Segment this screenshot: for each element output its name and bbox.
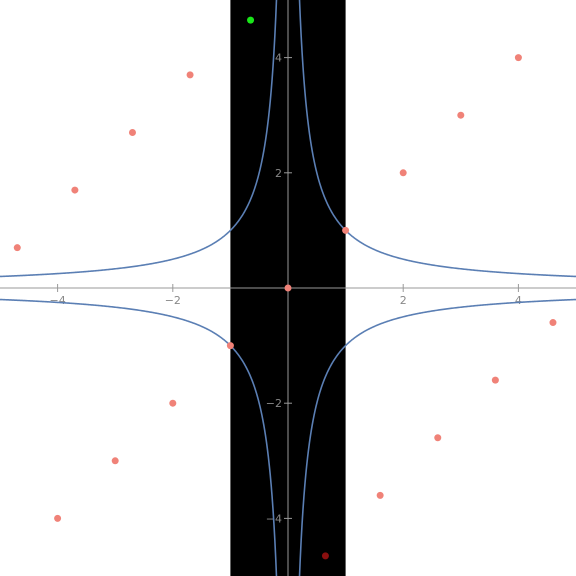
data-point: [457, 111, 465, 119]
data-point: [226, 342, 234, 350]
data-point: [284, 284, 292, 292]
curve-neg-reciprocal: [298, 298, 576, 576]
data-point: [186, 71, 194, 79]
curve-neg-reciprocal: [0, 0, 278, 278]
data-point: [514, 54, 522, 62]
data-point: [54, 514, 62, 522]
x-tick-label: −4: [49, 294, 65, 307]
data-point: [549, 319, 557, 327]
y-tick-label: −2: [266, 397, 282, 410]
x-tick-label: 2: [400, 294, 407, 307]
points: [13, 16, 557, 560]
data-point: [13, 244, 21, 252]
data-point: [111, 457, 119, 465]
highlight-point: [247, 16, 255, 24]
data-point: [71, 186, 79, 194]
x-tick-label: −2: [165, 294, 181, 307]
data-point: [169, 399, 177, 407]
y-tick-label: 2: [275, 167, 282, 180]
data-point: [342, 226, 350, 234]
highlight-point: [321, 552, 329, 560]
data-point: [434, 434, 442, 442]
x-tick-label: 4: [515, 294, 522, 307]
y-tick-label: 4: [275, 52, 282, 65]
data-point: [491, 376, 499, 384]
data-point: [128, 128, 136, 136]
data-point: [376, 491, 384, 499]
data-point: [399, 169, 407, 177]
